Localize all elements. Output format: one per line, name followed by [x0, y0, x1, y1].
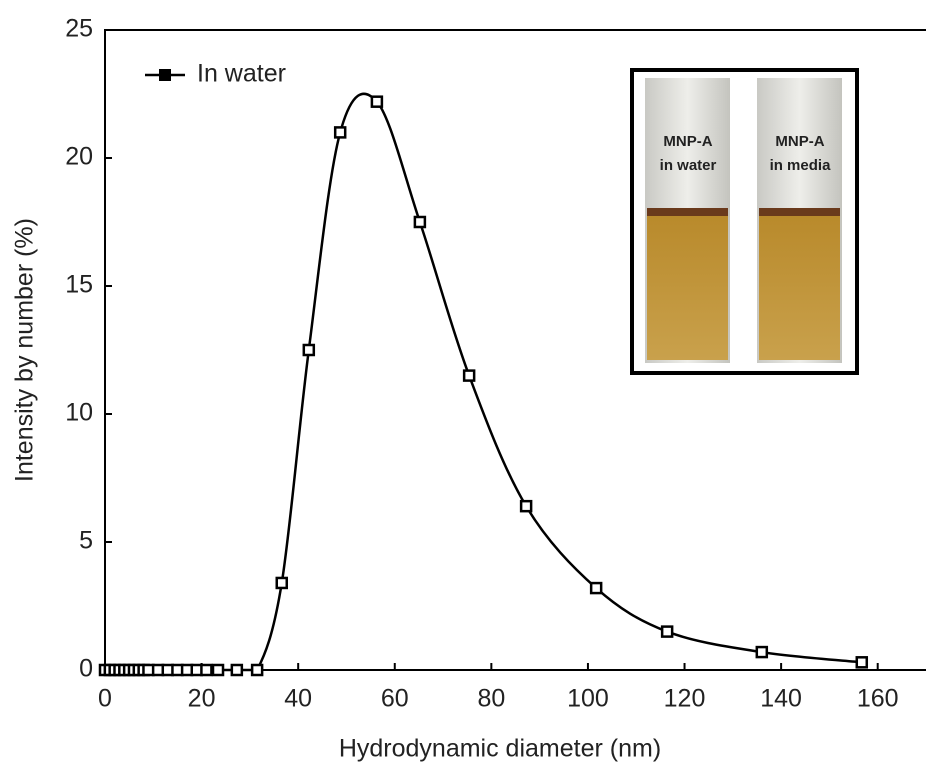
y-tick-label: 25 [65, 15, 93, 43]
x-tick-label: 140 [760, 685, 802, 713]
point-marker [275, 576, 289, 590]
y-tick-label: 5 [79, 527, 93, 555]
x-tick-label: 60 [381, 685, 409, 713]
y-tick-label: 10 [65, 399, 93, 427]
inset-label: in water [660, 157, 717, 174]
point-marker [302, 343, 316, 357]
y-axis-label: Intensity by number (%) [11, 218, 39, 482]
point-marker [660, 625, 674, 638]
point-marker [200, 663, 213, 677]
x-tick-label: 20 [188, 685, 216, 713]
point-marker [413, 215, 427, 229]
point-marker [755, 645, 769, 659]
point-marker [855, 656, 869, 669]
inset-label: MNP-A [775, 133, 824, 150]
y-tick-label: 20 [65, 143, 93, 171]
point-marker [333, 126, 347, 139]
inset-photo: MNP-A in water MNP-A in media [630, 68, 859, 375]
y-tick-label: 15 [65, 271, 93, 299]
point-marker [250, 663, 264, 677]
point-marker [589, 581, 603, 595]
y-tick-label: 0 [79, 655, 93, 683]
axes-frame [104, 29, 926, 671]
x-axis-label: Hydrodynamic diameter (nm) [339, 735, 661, 763]
inset-label: MNP-A [663, 133, 712, 150]
point-marker [519, 499, 533, 513]
x-tick-label: 160 [857, 685, 899, 713]
legend-marker [159, 69, 171, 81]
x-tick-label: 80 [477, 685, 505, 713]
x-tick-label: 100 [567, 685, 609, 713]
point-marker [230, 663, 244, 677]
x-tick-label: 0 [98, 685, 112, 713]
point-marker [211, 663, 225, 677]
x-tick-label: 120 [664, 685, 706, 713]
x-tick-label: 40 [284, 685, 312, 713]
point-marker [462, 369, 476, 382]
inset-label: in media [770, 157, 832, 174]
point-marker [370, 95, 384, 108]
legend-label: In water [197, 60, 286, 88]
